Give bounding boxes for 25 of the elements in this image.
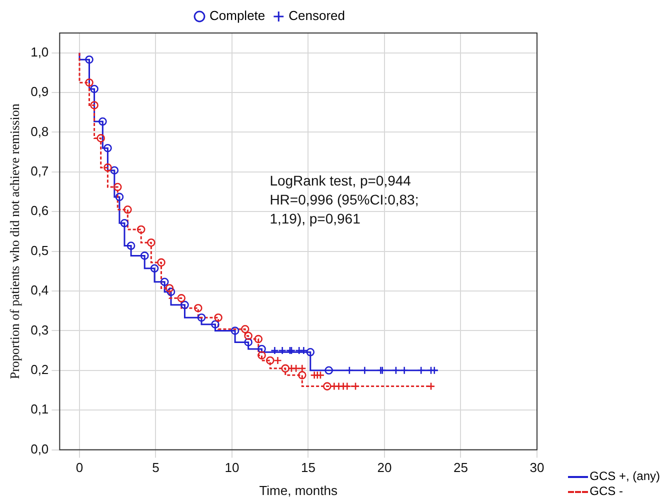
x-tick-label: 15 — [301, 460, 316, 476]
legend-label: Censored — [288, 8, 346, 24]
legend-label: Complete — [210, 8, 266, 24]
x-tick-label: 0 — [76, 460, 84, 476]
x-tick-label: 25 — [454, 460, 468, 476]
y-tick-label: 0,9 — [30, 84, 49, 100]
y-tick-label: 0,7 — [30, 164, 49, 179]
annotation: LogRank test, p=0,944 HR=0,996 (95%CI:0,83; 1,19), p=0,961 — [270, 172, 419, 227]
y-tick-label: 0,3 — [30, 322, 49, 338]
y-axis-title: Proportion of patients who did not achieve remission — [7, 103, 22, 380]
y-tick-label: 0,0 — [30, 441, 49, 456]
y-tick-label: 0,1 — [30, 402, 49, 417]
x-tick-label: 20 — [377, 460, 392, 476]
x-tick-label: 30 — [530, 460, 544, 476]
y-tick-label: 0,8 — [30, 124, 49, 139]
y-tick-label: 0,5 — [30, 242, 49, 258]
y-tick-label: 0,4 — [30, 282, 49, 298]
legend-label: GCS - — [590, 484, 623, 499]
x-tick-label: 10 — [224, 460, 240, 476]
x-tick-label: 5 — [152, 460, 160, 476]
x-axis-title: Time, months — [259, 482, 338, 498]
legend-label: GCS +, (any) — [590, 469, 660, 484]
y-tick-label: 1,0 — [30, 44, 49, 60]
y-tick-label: 0,6 — [30, 203, 49, 218]
y-tick-label: 0,2 — [30, 362, 49, 377]
